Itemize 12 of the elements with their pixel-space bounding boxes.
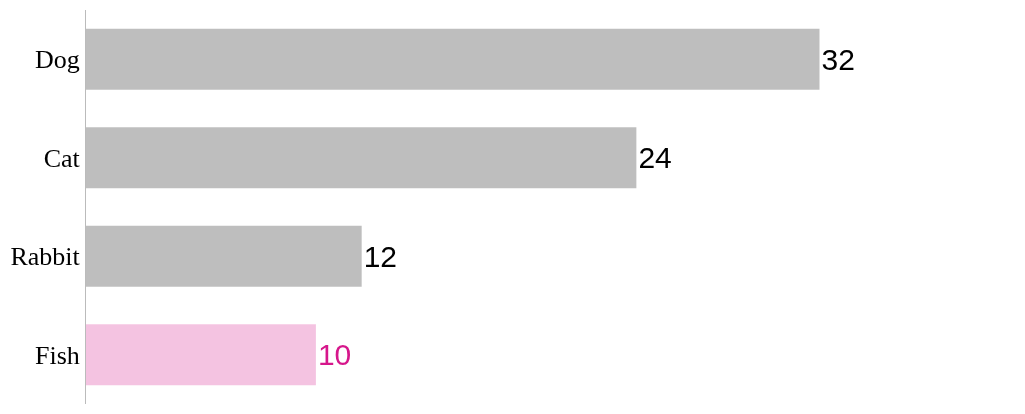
data-label: 24 bbox=[638, 141, 672, 175]
y-tick-label: Cat bbox=[43, 143, 81, 173]
bar bbox=[86, 324, 316, 386]
y-tick-label: Dog bbox=[35, 45, 80, 75]
data-label: 10 bbox=[317, 338, 352, 372]
data-label: 12 bbox=[363, 239, 398, 273]
bar bbox=[86, 225, 362, 287]
y-tick-label: Fish bbox=[34, 340, 80, 370]
y-tick-label: Rabbit bbox=[10, 242, 81, 272]
data-label: 32 bbox=[821, 42, 855, 76]
bar bbox=[86, 28, 820, 90]
bar bbox=[86, 127, 637, 189]
